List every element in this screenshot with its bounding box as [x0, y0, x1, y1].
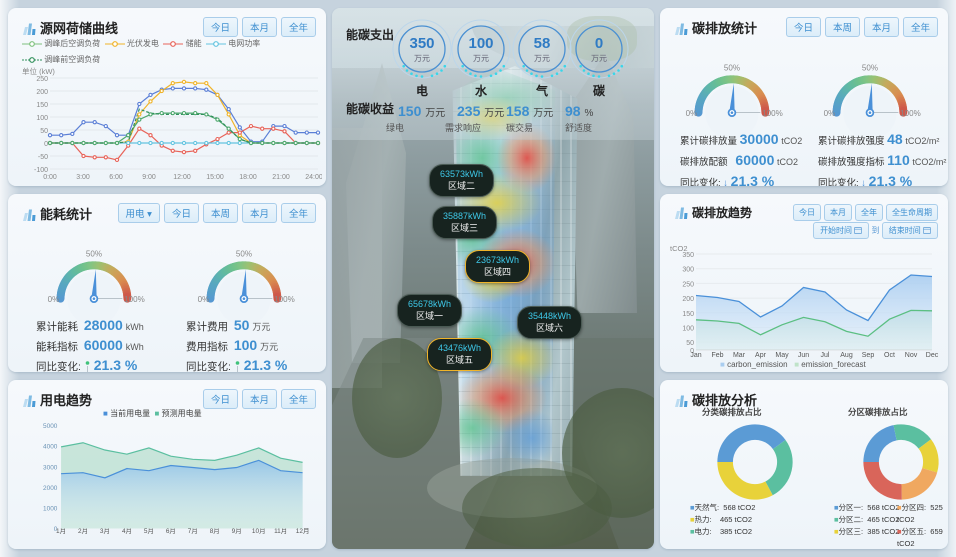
svg-text:12:00: 12:00	[173, 174, 191, 181]
svg-text:200: 200	[36, 89, 48, 96]
svg-text:Dec: Dec	[926, 352, 939, 359]
svg-text:0%: 0%	[198, 295, 210, 304]
svg-text:Jul: Jul	[821, 352, 830, 359]
svg-text:Jun: Jun	[798, 352, 809, 359]
svg-text:Apr: Apr	[755, 352, 767, 359]
svg-text:200: 200	[682, 296, 694, 303]
svg-text:0%: 0%	[686, 109, 698, 118]
svg-text:3000: 3000	[43, 464, 58, 471]
svg-text:100%: 100%	[762, 109, 783, 118]
svg-text:50%: 50%	[724, 63, 740, 72]
svg-text:250: 250	[682, 281, 694, 288]
svg-text:18:00: 18:00	[239, 174, 257, 181]
svg-text:3:00: 3:00	[76, 174, 90, 181]
svg-text:350: 350	[682, 252, 694, 259]
svg-text:0%: 0%	[824, 109, 836, 118]
svg-text:0: 0	[44, 141, 48, 148]
svg-text:Mar: Mar	[733, 352, 746, 359]
svg-text:100%: 100%	[900, 109, 921, 118]
svg-text:Nov: Nov	[905, 352, 918, 359]
svg-text:250: 250	[36, 76, 48, 83]
svg-text:0%: 0%	[48, 295, 60, 304]
svg-text:May: May	[775, 352, 789, 359]
svg-text:Feb: Feb	[711, 352, 723, 359]
svg-text:100: 100	[36, 115, 48, 122]
svg-text:100: 100	[682, 326, 694, 333]
svg-text:-50: -50	[38, 154, 48, 161]
svg-text:100%: 100%	[274, 295, 295, 304]
svg-text:-100: -100	[34, 167, 48, 174]
svg-text:50%: 50%	[86, 249, 102, 258]
svg-text:0:00: 0:00	[43, 174, 57, 181]
svg-text:300: 300	[682, 267, 694, 274]
svg-text:6:00: 6:00	[109, 174, 123, 181]
svg-text:50: 50	[686, 340, 694, 347]
svg-text:9:00: 9:00	[142, 174, 156, 181]
svg-text:21:00: 21:00	[272, 174, 290, 181]
svg-text:50: 50	[40, 128, 48, 135]
svg-text:1000: 1000	[43, 506, 58, 513]
svg-text:50%: 50%	[236, 249, 252, 258]
svg-text:15:00: 15:00	[206, 174, 224, 181]
svg-text:100%: 100%	[124, 295, 145, 304]
svg-text:Sep: Sep	[862, 352, 875, 359]
svg-text:Oct: Oct	[884, 352, 895, 359]
svg-text:50%: 50%	[862, 63, 878, 72]
svg-text:150: 150	[682, 311, 694, 318]
svg-text:4000: 4000	[43, 444, 58, 451]
svg-text:Jan: Jan	[690, 352, 701, 359]
svg-text:Aug: Aug	[840, 352, 853, 359]
svg-text:24:00: 24:00	[305, 174, 322, 181]
svg-text:2000: 2000	[43, 485, 58, 492]
svg-text:5000: 5000	[43, 423, 58, 430]
svg-text:150: 150	[36, 102, 48, 109]
